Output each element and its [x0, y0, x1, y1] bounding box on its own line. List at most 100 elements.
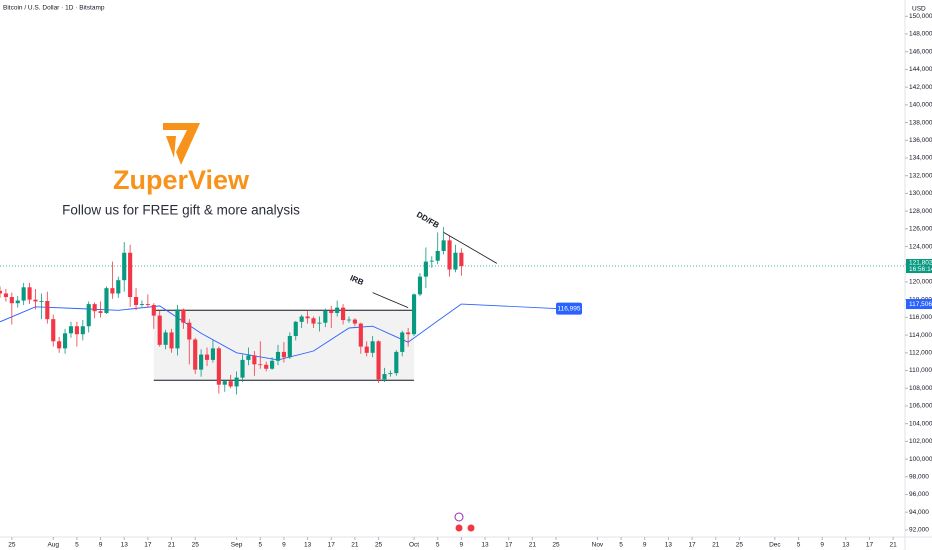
- watermark-tagline: Follow us for FREE gift & more analysis: [62, 203, 300, 218]
- y-tick-label: 110,000: [909, 367, 932, 374]
- candle-body: [435, 250, 440, 261]
- y-tick-label: 146,000: [909, 48, 932, 55]
- x-tick-label: 5: [75, 542, 79, 549]
- candle-body: [258, 364, 263, 366]
- y-tick-label: 100,000: [909, 456, 932, 463]
- candle-body: [80, 326, 85, 335]
- y-tick-label: 136,000: [909, 137, 932, 144]
- countdown-label: 16:56:14: [909, 266, 932, 273]
- ma-price-label: 117,506: [909, 301, 932, 308]
- ma-price-box: [906, 299, 932, 310]
- x-tick-label: 21: [351, 542, 359, 549]
- candle-body: [441, 240, 446, 251]
- candle-body: [116, 280, 121, 294]
- candle-body: [240, 359, 245, 378]
- candle-body: [204, 354, 210, 360]
- candle-body: [382, 374, 387, 380]
- candle-body: [264, 364, 269, 369]
- annotation-line: [443, 232, 498, 264]
- x-tick-label: 5: [619, 542, 623, 549]
- candle-body: [246, 355, 251, 360]
- y-tick-label: 120,000: [909, 279, 932, 286]
- candle-body: [394, 351, 399, 374]
- candle-body: [323, 310, 328, 323]
- candle-body: [193, 339, 198, 370]
- y-tick-label: 114,000: [909, 332, 932, 339]
- candle-body: [45, 300, 50, 320]
- x-tick-label: 9: [820, 542, 824, 549]
- y-tick-label: 126,000: [909, 226, 932, 233]
- y-tick-label: 130,000: [909, 190, 932, 197]
- y-tick-label: 142,000: [909, 84, 932, 91]
- x-tick-label: 25: [375, 542, 383, 549]
- candle-body: [453, 252, 458, 270]
- candle-body: [388, 373, 393, 375]
- candle-body: [122, 252, 127, 281]
- candle-body: [51, 319, 56, 342]
- x-tick-label: 17: [328, 542, 336, 549]
- candle-body: [104, 288, 109, 313]
- candle-body: [145, 304, 150, 305]
- candle-body: [299, 316, 304, 322]
- x-tick-label: 25: [736, 542, 744, 549]
- candle-body: [181, 309, 186, 323]
- candle-body: [406, 332, 411, 335]
- candle-body: [216, 348, 221, 385]
- candle-body: [39, 300, 44, 302]
- x-tick-label: 5: [436, 542, 440, 549]
- x-tick-label: 21: [168, 542, 176, 549]
- y-tick-label: 144,000: [909, 66, 932, 73]
- y-tick-label: 124,000: [909, 243, 932, 250]
- candle-body: [275, 351, 281, 361]
- candle-body: [270, 360, 275, 369]
- candle-body: [364, 346, 369, 353]
- y-tick-label: 150,000: [909, 13, 932, 20]
- last-price-label: 121,802: [909, 260, 932, 267]
- projection-box: [556, 302, 583, 315]
- candle-body: [429, 260, 434, 262]
- projection-line: [461, 303, 557, 309]
- y-tick-label: 104,000: [909, 420, 932, 427]
- candle-body: [110, 288, 115, 294]
- x-tick-label: 13: [304, 542, 312, 549]
- y-tick-label: 128,000: [909, 208, 932, 215]
- candle-body: [228, 381, 233, 387]
- x-tick-label: 25: [8, 542, 16, 549]
- candle-body: [151, 304, 156, 316]
- y-tick-label: 140,000: [909, 102, 932, 109]
- candle-body: [293, 321, 298, 336]
- candle-body: [352, 319, 357, 324]
- candle-body: [358, 323, 363, 347]
- candle-body: [376, 341, 381, 380]
- y-tick-label: 106,000: [909, 403, 932, 410]
- x-tick-label: Nov: [592, 542, 604, 549]
- x-tick-label: 21: [890, 542, 898, 549]
- candle-body: [411, 294, 417, 335]
- x-tick-label: 9: [643, 542, 647, 549]
- candle-body: [341, 307, 346, 321]
- watermark-name: ZuperView: [113, 165, 250, 195]
- candle-body: [57, 341, 62, 349]
- candle-body: [128, 252, 133, 298]
- x-tick-label: Oct: [409, 542, 419, 549]
- candle-body: [33, 299, 38, 302]
- candle-body: [21, 287, 26, 301]
- candle-body: [311, 318, 316, 324]
- candle-body: [86, 304, 91, 327]
- x-tick-label: 13: [481, 542, 489, 549]
- candle-body: [423, 261, 428, 277]
- plot-area: [0, 227, 905, 395]
- candle-body: [15, 300, 20, 304]
- price-unit: USD: [912, 6, 926, 13]
- candle-body: [187, 322, 192, 340]
- candle-body: [3, 293, 8, 298]
- candle-body: [335, 307, 340, 313]
- candle-body: [175, 309, 180, 349]
- watermark-logo: [163, 123, 200, 165]
- candle-body: [27, 287, 32, 300]
- candle-body: [447, 240, 452, 270]
- candle-body: [281, 351, 286, 358]
- x-tick-label: 9: [460, 542, 464, 549]
